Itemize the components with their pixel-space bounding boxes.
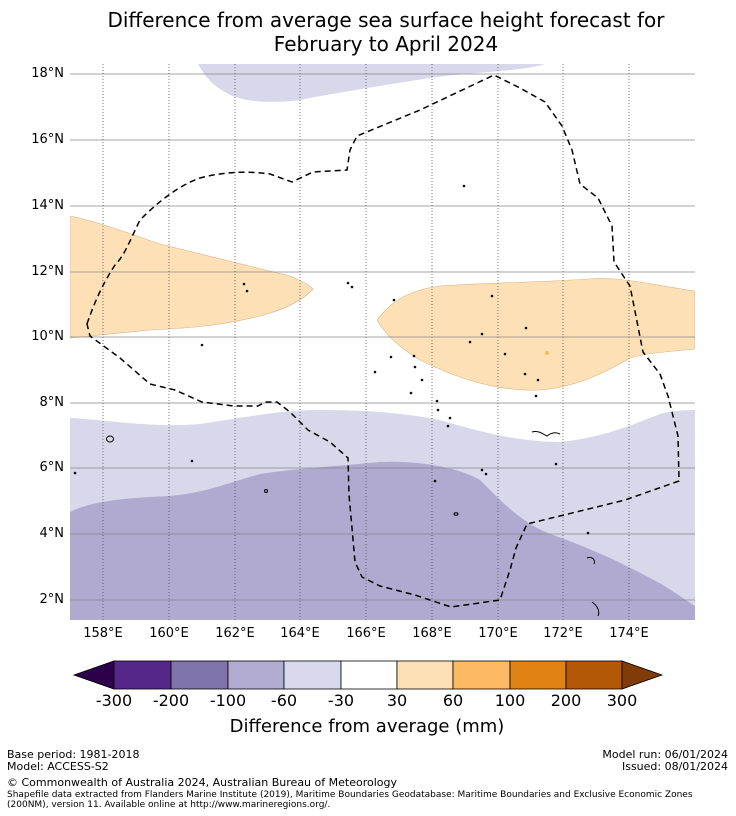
colorbar-tick: 200 — [550, 691, 582, 710]
colorbar-label: Difference from average (mm) — [229, 716, 505, 737]
colorbar-tick: -30 — [327, 691, 355, 710]
colorbar-bin-8 — [509, 660, 567, 690]
model-run: Model run: 06/01/2024 — [602, 748, 728, 761]
lon-label-174: 174°E — [609, 626, 649, 641]
chart-title: Difference from average sea surface heig… — [0, 8, 736, 56]
forecast-map — [70, 64, 695, 620]
colorbar-tick: -200 — [152, 691, 190, 710]
copyright-notice: © Commonwealth of Australia 2024, Austra… — [7, 776, 397, 789]
contour-neg-100-60 — [70, 461, 695, 620]
colorbar-tick: -60 — [270, 691, 298, 710]
colorbar-bin-5 — [340, 660, 398, 690]
lat-label-10: 10°N — [31, 329, 64, 344]
colorbar-bin-1 — [113, 660, 172, 690]
contour-neg-60-30-north — [198, 64, 545, 102]
base-period: Base period: 1981-2018 — [7, 748, 140, 761]
shapefile-credit-line-1: Shapefile data extracted from Flanders M… — [7, 790, 693, 800]
contour-pos-30-60-east — [376, 277, 695, 391]
islands — [73, 184, 600, 617]
colorbar-bin-9 — [565, 660, 623, 690]
colorbar-tick: 60 — [442, 691, 464, 710]
eez-boundary — [86, 74, 680, 608]
title-line-2: February to April 2024 — [273, 32, 499, 56]
title-line-1: Difference from average sea surface heig… — [107, 8, 665, 32]
colorbar-bin-6 — [396, 660, 454, 690]
lon-label-166: 166°E — [346, 626, 386, 641]
colorbar-bin-2 — [170, 660, 229, 690]
lon-label-168: 168°E — [412, 626, 452, 641]
lat-label-18: 18°N — [31, 66, 64, 81]
lat-label-12: 12°N — [31, 264, 64, 279]
colorbar-bin-7 — [452, 660, 511, 690]
lat-label-2: 2°N — [39, 592, 65, 607]
lat-label-8: 8°N — [39, 395, 65, 410]
colorbar-tick: 300 — [606, 691, 638, 710]
lon-label-172: 172°E — [543, 626, 583, 641]
lon-label-162: 162°E — [215, 626, 255, 641]
latitude-gridlines — [70, 73, 695, 601]
colorbar-min-extend — [72, 660, 115, 690]
model-name: Model: ACCESS-S2 — [7, 760, 109, 773]
colorbar — [72, 660, 664, 690]
lon-label-158: 158°E — [83, 626, 123, 641]
colorbar-max-extend — [621, 660, 664, 690]
lat-label-16: 16°N — [31, 132, 64, 147]
contour-pos-60-100-spot — [545, 351, 549, 355]
lat-label-6: 6°N — [39, 460, 65, 475]
colorbar-tick: 100 — [494, 691, 526, 710]
colorbar-bin-3 — [227, 660, 285, 690]
issued-date: Issued: 08/01/2024 — [621, 760, 728, 773]
lon-label-164: 164°E — [280, 626, 320, 641]
lat-label-14: 14°N — [31, 198, 64, 213]
lon-label-170: 170°E — [478, 626, 518, 641]
colorbar-tick: 30 — [386, 691, 408, 710]
colorbar-tick: -300 — [95, 691, 133, 710]
colorbar-bin-4 — [283, 660, 342, 690]
contour-pos-30-60-west — [70, 215, 314, 339]
lat-label-4: 4°N — [39, 526, 65, 541]
lon-label-160: 160°E — [149, 626, 189, 641]
shapefile-credit-line-2: (200NM), version 11. Available online at… — [7, 800, 331, 810]
colorbar-tick: -100 — [209, 691, 247, 710]
